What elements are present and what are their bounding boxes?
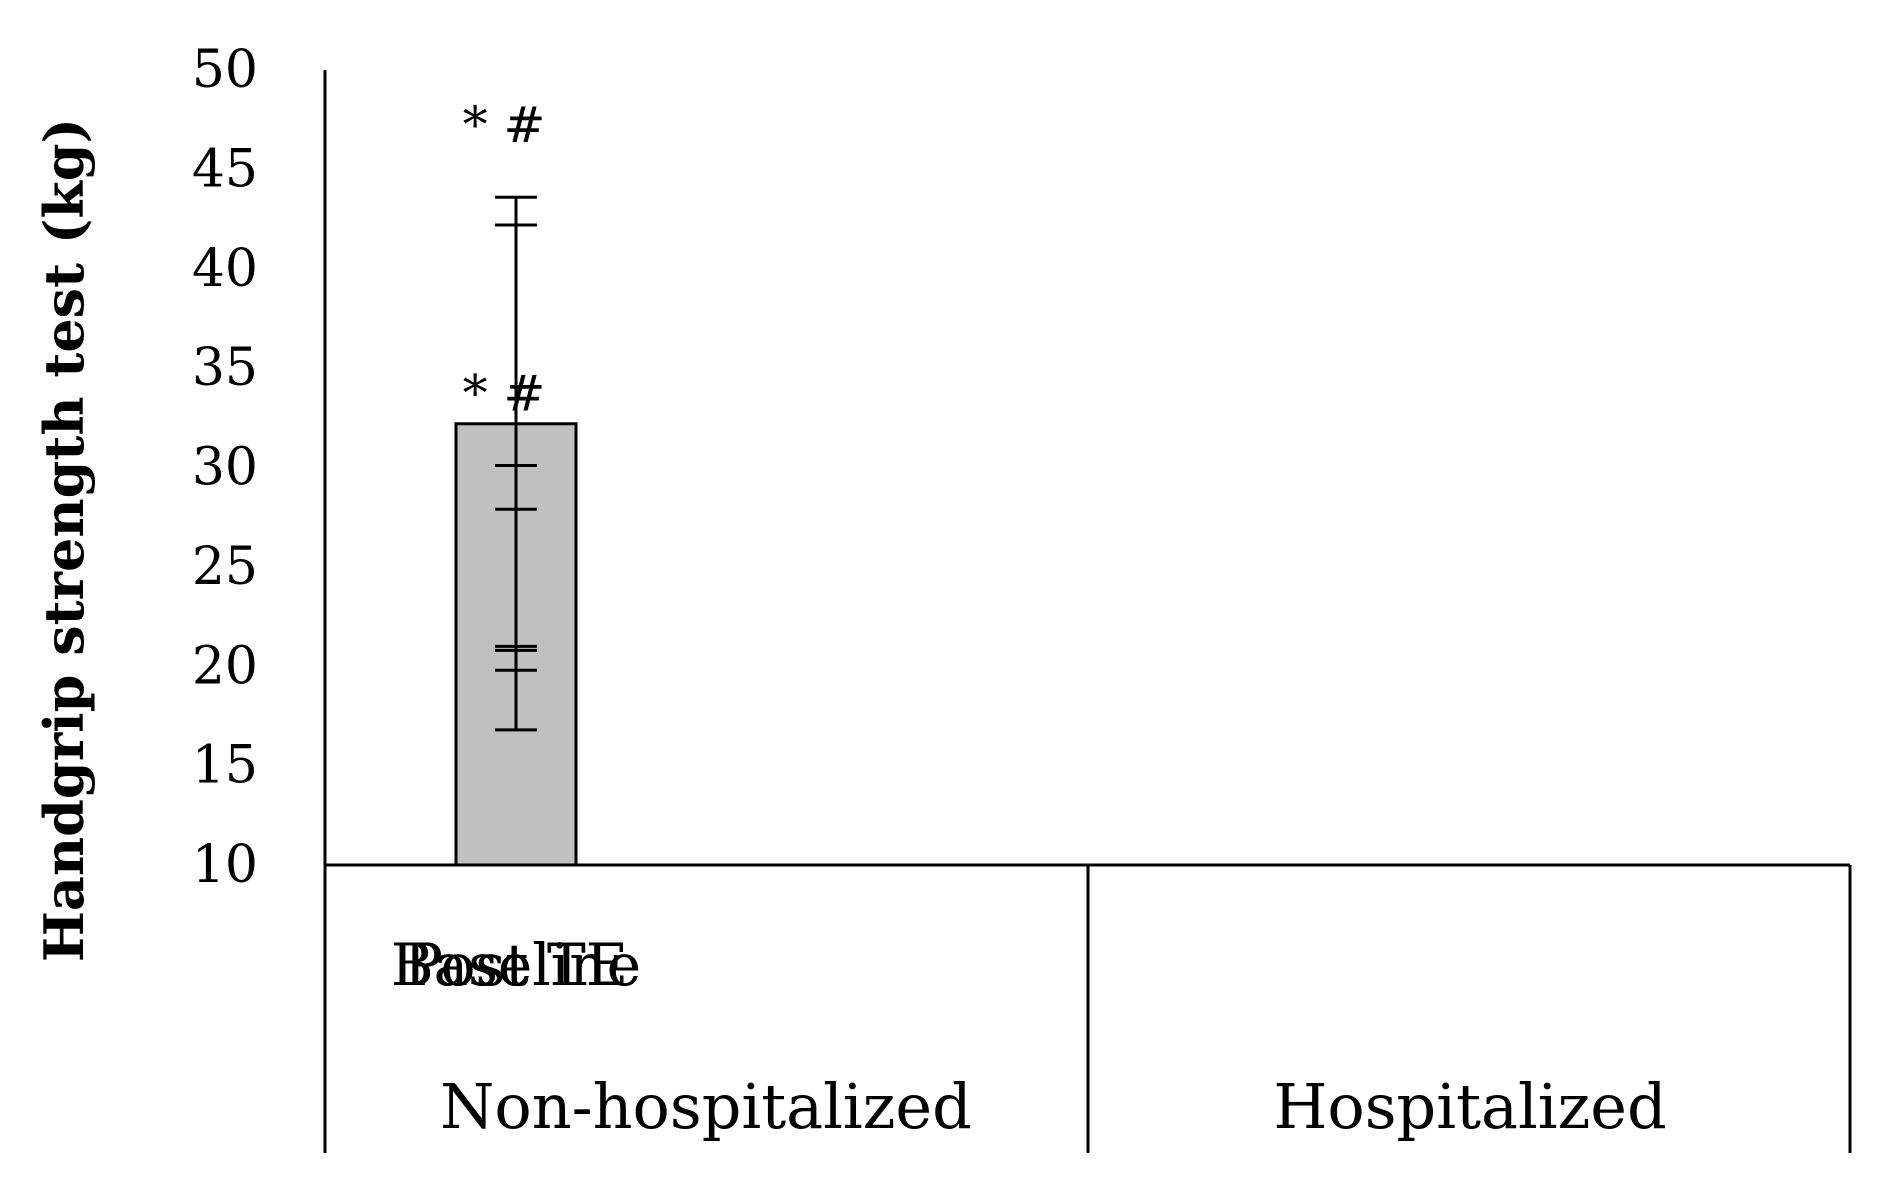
y-tick-label-45: 45 [192, 139, 258, 199]
significance-annotation-1-2: * # [463, 365, 546, 423]
error-bar-2-2 [495, 195, 537, 648]
y-tick-label-30: 30 [192, 438, 258, 498]
category-label-2-2: Post TE [404, 931, 628, 999]
y-tick-label-20: 20 [192, 636, 258, 696]
y-tick-label-10: 10 [192, 835, 258, 895]
y-axis-label: Handgrip strength test (kg) [32, 118, 96, 962]
y-tick-label-15: 15 [192, 736, 258, 796]
category-label-2-1: Baseline [391, 931, 641, 999]
y-tick-label-35: 35 [192, 338, 258, 398]
error-bars-layer [495, 195, 537, 732]
category-label-1-1: Baseline [391, 931, 641, 999]
group-label-2: Hospitalized [1273, 1070, 1666, 1143]
axes-layer [323, 70, 1852, 1153]
y-tick-label-25: 25 [192, 537, 258, 597]
significance-annotation-2-2: * # [463, 96, 546, 154]
group-label-1: Non-hospitalized [440, 1070, 972, 1143]
y-tick-label-50: 50 [192, 40, 258, 100]
y-tick-label-40: 40 [192, 239, 258, 299]
category-label-1-2: Post TE [404, 931, 628, 999]
